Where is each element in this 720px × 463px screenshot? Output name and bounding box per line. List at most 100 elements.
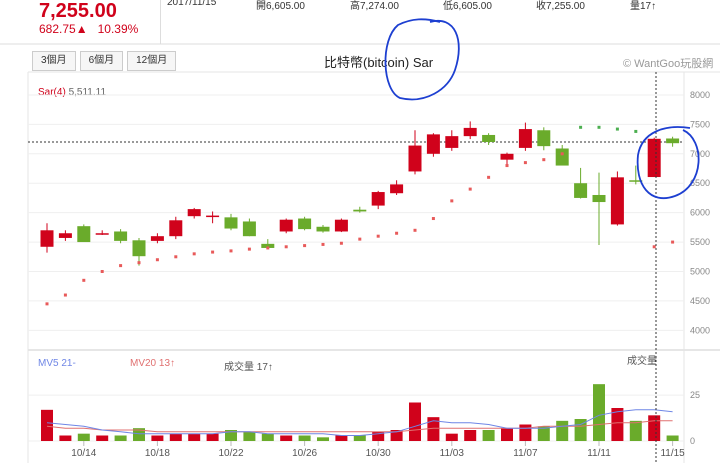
candle-body (574, 183, 588, 198)
volume-bar (353, 435, 366, 441)
volume-bar (611, 408, 624, 441)
volume-bar (593, 384, 605, 441)
volume-bar (537, 426, 550, 441)
quote-high: 高7,274.00 (350, 1, 399, 12)
candle-body (666, 138, 680, 144)
change-percent: 10.39% (97, 22, 139, 36)
sar-dot (505, 164, 509, 168)
volume-bar (556, 420, 569, 441)
volume-bar (464, 430, 477, 441)
mv20-line (46, 420, 673, 433)
volume-bar (188, 433, 201, 441)
candle-body (592, 194, 606, 203)
candle-body (371, 192, 385, 206)
volume-bar (298, 435, 311, 441)
x-tick-label: 10/26 (292, 448, 317, 459)
sar-dot (468, 187, 472, 191)
annotation-circle-title (384, 18, 460, 101)
candle-body (169, 220, 183, 237)
price-tick-label: 4000 (690, 325, 710, 335)
price-tick-label: 7000 (690, 149, 710, 159)
volume-bar (666, 435, 679, 441)
mv20-legend: MV20 13↑ (130, 358, 176, 369)
tab-12-months[interactable]: 12個月 (127, 51, 177, 71)
sar-dot (266, 246, 270, 250)
volume-bar (409, 402, 421, 441)
candle-body (463, 127, 477, 137)
tab-6-months[interactable]: 6個月 (79, 51, 124, 71)
price-tick-label: 4500 (690, 296, 710, 306)
volume-bar (335, 435, 348, 441)
quote-volume: 量17↑ (630, 1, 657, 12)
sar-dot (321, 242, 325, 246)
candle-body (647, 138, 661, 178)
sar-dot (45, 302, 49, 306)
sar-dot (615, 127, 619, 131)
sar-dot (542, 158, 546, 162)
sar-dot (247, 247, 251, 251)
x-tick-label: 11/11 (587, 448, 611, 459)
volume-bar (317, 437, 329, 441)
price-tick-label: 5000 (690, 266, 710, 276)
sar-dot (413, 228, 417, 232)
sar-dot (303, 244, 307, 248)
volume-bar (372, 431, 385, 441)
sar-dot (229, 249, 233, 253)
candle-body (261, 243, 275, 248)
volume-bar (96, 435, 109, 441)
candle-body (408, 145, 422, 172)
sar-dot (652, 245, 656, 249)
volume-bar (482, 430, 495, 441)
volume-bar (445, 433, 458, 441)
mv5-line (46, 409, 673, 436)
quote-date: 2017/11/15 (167, 0, 217, 8)
sar-dot (597, 125, 601, 129)
sar-dot (450, 199, 454, 203)
volume-bar (59, 435, 72, 441)
sar-dot (431, 217, 435, 221)
sar-dot (211, 250, 215, 254)
candle-body (537, 130, 551, 147)
quote-header: 7,255.00 682.75▲ 10.39% 2017/11/15 開6,605… (0, 0, 720, 44)
candle-body (242, 221, 256, 237)
volume-bar (243, 431, 256, 441)
candle-body (40, 230, 54, 247)
tab-3-months[interactable]: 3個月 (32, 51, 76, 71)
price-tick-label: 8000 (690, 90, 710, 100)
candle-body (114, 231, 128, 241)
volume-bar (280, 435, 293, 441)
volume-bar (114, 435, 127, 441)
sar-dot (634, 129, 638, 133)
chart-title: 比特幣(bitcoin) Sar (324, 55, 434, 70)
sar-dot (395, 231, 399, 235)
sar-dot (376, 234, 380, 238)
candle-body (298, 218, 312, 230)
last-price: 7,255.00 (39, 0, 117, 22)
x-tick-label: 11/03 (440, 448, 465, 459)
sar-dot (192, 252, 196, 256)
price-tick-label: 7500 (690, 119, 710, 129)
candle-body (482, 134, 496, 143)
sar-dot (339, 241, 343, 245)
sar-dot (579, 125, 583, 129)
candle-body (334, 219, 348, 232)
volume-bar (41, 409, 53, 441)
candle-body (555, 148, 569, 166)
quote-low: 低6,605.00 (443, 1, 492, 12)
sar-dot (487, 175, 491, 179)
range-tabs: 3個月 6個月 12個月 (32, 51, 180, 71)
quote-open: 開6,605.00 (256, 1, 305, 12)
x-tick-label: 11/15 (660, 448, 685, 459)
x-tick-label: 10/22 (218, 448, 243, 459)
sar-dot (523, 161, 527, 165)
candle-body (132, 240, 146, 257)
volume-bar (501, 428, 513, 441)
volume-tick-label: 25 (690, 390, 700, 400)
price-tick-label: 6000 (690, 208, 710, 218)
sar-legend-name: Sar(4) (38, 87, 66, 98)
candle-body (279, 219, 293, 232)
volume-tick-label: 0 (690, 436, 695, 446)
volume-bar (133, 428, 145, 441)
sar-dot (155, 258, 159, 262)
volume-bar (427, 417, 440, 441)
